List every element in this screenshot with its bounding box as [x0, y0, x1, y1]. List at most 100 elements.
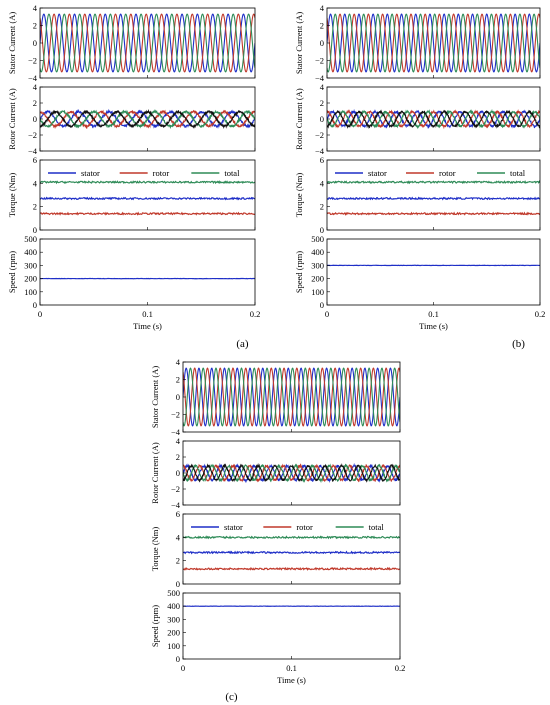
- torque-plot-area: [183, 535, 400, 571]
- torque-ylabel: Torque (Nm): [7, 173, 17, 218]
- speed-ytick-label: 0: [320, 300, 324, 310]
- subplot-torque: stator rotor total 0 2 4 6 Torque (Nm): [7, 155, 256, 235]
- speed-ytick-label: 500: [167, 588, 180, 598]
- legend-total-label: total: [369, 522, 385, 532]
- torque-ytick-label: 0: [33, 225, 37, 235]
- panel-label: (a): [236, 338, 249, 350]
- legend-rotor-label: rotor: [439, 168, 456, 178]
- rotor_current-plot-area: [183, 462, 400, 484]
- torque-total-line: [183, 535, 400, 540]
- torque-rotor-line: [183, 566, 400, 571]
- speed-ytick-label: 200: [24, 274, 37, 284]
- speed-ylabel: Speed (rpm): [150, 605, 160, 647]
- rotor_current-phase-3-line: [183, 463, 400, 484]
- xtick-label: 0.1: [286, 663, 297, 673]
- speed-ytick-label: 500: [311, 234, 324, 244]
- panel-b: −4 −2 0 2 4 Stator Current (A) −4 −2 0 2 4 Rotor Cu…: [294, 3, 545, 350]
- speed-ytick-label: 400: [24, 247, 37, 257]
- rotor_current-phase-4-line: [40, 109, 255, 129]
- torque-stator-line: [327, 196, 540, 201]
- speed-frame: [39, 238, 256, 306]
- rotor_current-phase-3-line: [40, 109, 255, 130]
- subplot-torque: stator rotor total 0 2 4 6 Torque (Nm): [150, 509, 401, 589]
- rotor_current-phase-2-line: [40, 109, 255, 130]
- xtick-label: 0: [325, 309, 329, 319]
- torque-ytick-label: 4: [33, 178, 38, 188]
- rotor_current-ytick-label: 2: [320, 98, 324, 108]
- subplot-speed: 0 100 200 300 400 500 Speed (rpm): [7, 234, 256, 310]
- panel-label: (b): [512, 338, 525, 350]
- stator_current-phase-3-line: [183, 367, 400, 427]
- stator_current-ytick-label: −4: [171, 427, 181, 437]
- xtick-label: 0: [181, 663, 185, 673]
- panel-label: (c): [225, 691, 238, 703]
- torque-plot-area: [327, 180, 540, 216]
- stator_current-ytick-label: 2: [33, 21, 37, 31]
- stator_current-ylabel: Stator Current (A): [294, 12, 304, 74]
- xlabel: Time (s): [133, 321, 162, 331]
- speed-ytick-label: 500: [24, 234, 37, 244]
- rotor_current-phase-3-line: [327, 108, 540, 130]
- torque-legend: stator rotor total: [335, 168, 526, 178]
- x-axis-c: 0 0.1 0.2 Time (s): [181, 663, 405, 685]
- rotor_current-ylabel: Rotor Current (A): [7, 88, 17, 150]
- stator_current-ytick-label: 0: [33, 38, 37, 48]
- speed-ytick-label: 100: [167, 641, 180, 651]
- speed-ytick-label: 100: [24, 287, 37, 297]
- legend-total-label: total: [510, 168, 526, 178]
- rotor_current-plot-area: [327, 108, 540, 130]
- subplot-speed: 0 100 200 300 400 500 Speed (rpm): [294, 234, 541, 310]
- legend-stator-label: stator: [81, 168, 100, 178]
- stator_current-ylabel: Stator Current (A): [150, 366, 160, 428]
- legend-rotor-label: rotor: [153, 168, 170, 178]
- xtick-label: 0.2: [535, 309, 546, 319]
- x-axis-b: 0 0.1 0.2 Time (s): [325, 309, 545, 331]
- stator_current-phase-1-line: [40, 13, 255, 73]
- stator_current-ytick-label: −2: [171, 410, 180, 420]
- stator_current-phase-2-line: [40, 13, 255, 73]
- rotor_current-ytick-label: −2: [28, 130, 37, 140]
- rotor_current-ytick-label: −4: [28, 146, 38, 156]
- torque-ytick-label: 6: [176, 509, 180, 519]
- torque-total-line: [327, 180, 540, 185]
- speed-frame: [326, 238, 541, 306]
- stator_current-ytick-label: −4: [315, 73, 325, 83]
- torque-rotor-line: [40, 211, 255, 216]
- stator_current-phase-2-line: [183, 367, 400, 427]
- subplot-stator_current: −4 −2 0 2 4 Stator Current (A): [294, 3, 541, 83]
- speed-ytick-label: 300: [311, 260, 324, 270]
- stator_current-ytick-label: 4: [176, 357, 181, 367]
- speed-ytick-label: 400: [167, 601, 180, 611]
- subplot-torque: stator rotor total 0 2 4 6 Torque (Nm): [294, 155, 541, 235]
- torque-ytick-label: 6: [33, 155, 37, 165]
- rotor_current-ytick-label: −4: [315, 146, 325, 156]
- torque-ylabel: Torque (Nm): [150, 527, 160, 572]
- rotor_current-ylabel: Rotor Current (A): [294, 88, 304, 150]
- rotor_current-ytick-label: 4: [176, 436, 181, 446]
- rotor_current-ytick-label: 2: [176, 452, 180, 462]
- subplot-speed: 0 100 200 300 400 500 Speed (rpm): [150, 588, 401, 664]
- torque-frame: [326, 159, 541, 231]
- stator_current-plot-area: [327, 13, 540, 73]
- speed-ytick-label: 300: [167, 614, 180, 624]
- torque-frame: [182, 513, 401, 585]
- xtick-label: 0.1: [428, 309, 439, 319]
- torque-stator-line: [183, 550, 400, 555]
- torque-ytick-label: 2: [33, 202, 37, 212]
- stator_current-phase-1-line: [183, 367, 400, 427]
- stator_current-ylabel: Stator Current (A): [7, 12, 17, 74]
- rotor_current-ytick-label: 4: [33, 82, 38, 92]
- rotor_current-ytick-label: −4: [171, 500, 181, 510]
- legend-stator-label: stator: [224, 522, 243, 532]
- stator_current-ytick-label: 0: [320, 38, 324, 48]
- rotor_current-ytick-label: −2: [171, 484, 180, 494]
- stator_current-ytick-label: 4: [320, 3, 325, 13]
- torque-ytick-label: 6: [320, 155, 324, 165]
- stator_current-phase-3-line: [40, 13, 255, 73]
- panel-a: −4 −2 0 2 4 Stator Current (A) −4 −2 0 2 4 Rotor Cu…: [7, 3, 260, 350]
- stator_current-plot-area: [40, 13, 255, 73]
- panel-c: −4 −2 0 2 4 Stator Current (A) −4 −2 0 2 4 Rotor Cu…: [150, 357, 405, 703]
- speed-ytick-label: 0: [176, 654, 180, 664]
- stator_current-ytick-label: 2: [176, 375, 180, 385]
